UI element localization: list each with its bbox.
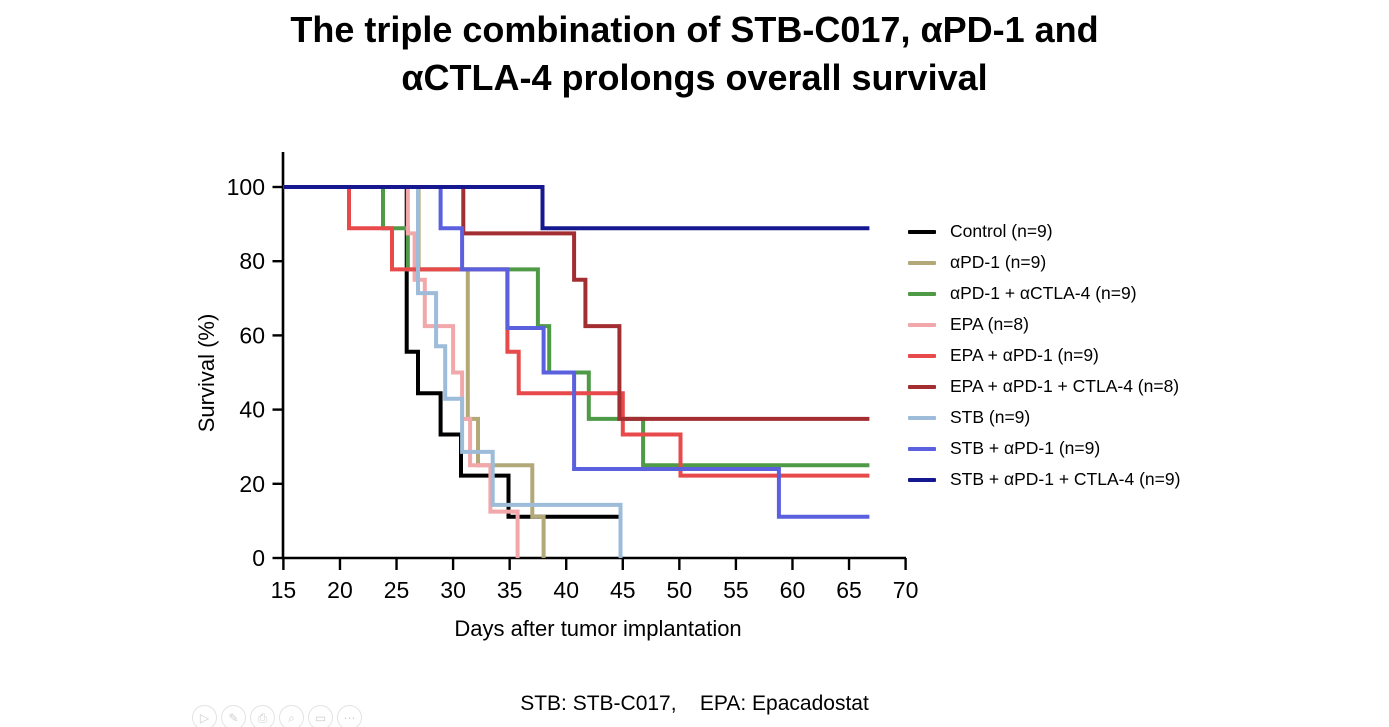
play-icon[interactable]: ▷ [192, 705, 217, 727]
legend-label: αPD-1 (n=9) [950, 252, 1047, 272]
abbreviation-caption: STB: STB-C017, EPA: Epacadostat [520, 692, 869, 715]
legend-label: EPA + αPD-1 + CTLA-4 (n=8) [950, 376, 1180, 396]
chart-legend: Control (n=9) αPD-1 (n=9) αPD-1 + αCTLA-… [908, 216, 1180, 495]
curve-stb [283, 185, 623, 558]
curve-stb-apd1 [283, 185, 870, 519]
x-tick-label: 60 [780, 577, 806, 603]
x-tick-label: 70 [893, 577, 919, 603]
y-axis-label: Survival (%) [194, 314, 219, 433]
curve-stb-apd1-ctla4 [283, 185, 870, 231]
x-tick-label: 40 [553, 577, 579, 603]
legend-item-control: Control (n=9) [908, 216, 1180, 247]
legend-swatch-stb-apd1 [908, 446, 936, 451]
legend-label: Control (n=9) [950, 221, 1053, 241]
legend-label: EPA + αPD-1 (n=9) [950, 345, 1099, 365]
legend-item-epa: EPA (n=8) [908, 309, 1180, 340]
legend-label: EPA (n=8) [950, 314, 1029, 334]
y-tick-label: 0 [252, 545, 265, 571]
legend-swatch-stb-apd1-ctla4 [908, 477, 936, 482]
x-tick-label: 65 [836, 577, 862, 603]
legend-swatch-epa-apd1-ctla4 [908, 384, 936, 389]
x-tick-label: 35 [497, 577, 523, 603]
search-icon[interactable]: ⌕ [279, 705, 304, 727]
legend-item-epa-apd1: EPA + αPD-1 (n=9) [908, 340, 1180, 371]
x-tick-label: 20 [327, 577, 353, 603]
pencil-icon[interactable]: ✎ [221, 705, 246, 727]
title-line-2: αCTLA-4 prolongs overall survival [401, 57, 988, 98]
legend-item-stb: STB (n=9) [908, 402, 1180, 433]
legend-swatch-epa [908, 322, 936, 327]
curve-epa-apd1-ctla4 [283, 185, 870, 421]
legend-item-epa-apd1-ctla4: EPA + αPD-1 + CTLA-4 (n=8) [908, 371, 1180, 402]
y-tick-label: 20 [239, 471, 265, 497]
x-tick-label: 45 [610, 577, 636, 603]
title-line-1: The triple combination of STB-C017, αPD-… [290, 9, 1099, 50]
legend-item-stb-apd1: STB + αPD-1 (n=9) [908, 433, 1180, 464]
legend-label: STB + αPD-1 (n=9) [950, 438, 1101, 458]
print-icon[interactable]: ⎙ [250, 705, 275, 727]
curve-epa [283, 185, 520, 558]
legend-swatch-stb [908, 415, 936, 420]
y-tick-label: 60 [239, 322, 265, 348]
y-tick-label: 100 [227, 174, 265, 200]
x-tick-label: 15 [271, 577, 297, 603]
monitor-icon[interactable]: ▭ [308, 705, 333, 727]
legend-swatch-control [908, 229, 936, 234]
axes [281, 152, 906, 560]
legend-label: STB + αPD-1 + CTLA-4 (n=9) [950, 469, 1181, 489]
legend-swatch-epa-apd1 [908, 353, 936, 358]
x-axis-label: Days after tumor implantation [454, 616, 741, 641]
x-tick-label: 50 [667, 577, 693, 603]
more-icon[interactable]: ⋯ [337, 705, 362, 727]
legend-swatch-apd1 [908, 260, 936, 265]
legend-item-apd1: αPD-1 (n=9) [908, 247, 1180, 278]
y-tick-label: 40 [239, 397, 265, 423]
x-tick-label: 55 [723, 577, 749, 603]
legend-label: STB (n=9) [950, 407, 1031, 427]
curve-epa-apd1 [283, 185, 870, 478]
page-title: The triple combination of STB-C017, αPD-… [0, 6, 1389, 102]
y-tick-label: 80 [239, 248, 265, 274]
legend-item-stb-apd1-ctla4: STB + αPD-1 + CTLA-4 (n=9) [908, 464, 1180, 495]
legend-item-apd1-actla4: αPD-1 + αCTLA-4 (n=9) [908, 278, 1180, 309]
viewer-toolbar: ▷ ✎ ⎙ ⌕ ▭ ⋯ [192, 705, 362, 727]
legend-label: αPD-1 + αCTLA-4 (n=9) [950, 283, 1137, 303]
curve-control [283, 185, 621, 519]
x-tick-label: 30 [440, 577, 466, 603]
legend-swatch-apd1-actla4 [908, 291, 936, 296]
x-tick-label: 25 [384, 577, 410, 603]
